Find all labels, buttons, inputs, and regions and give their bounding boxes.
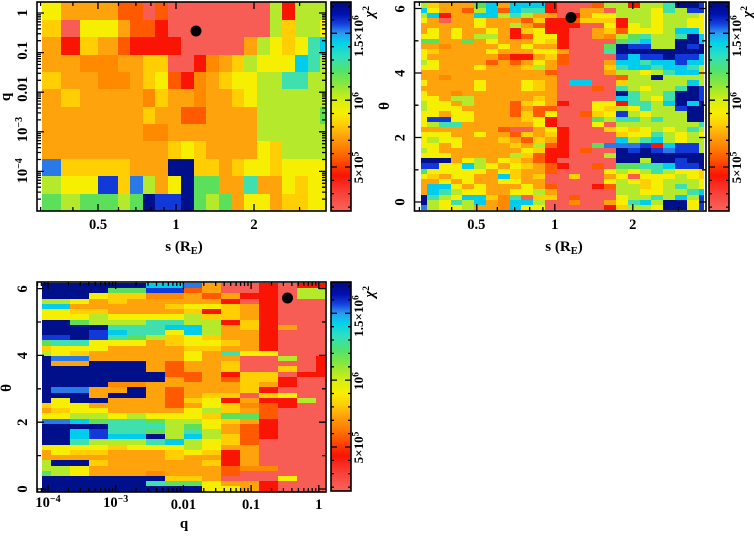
svg-text:4: 4 <box>393 70 409 77</box>
svg-text:s (RE): s (RE) <box>545 239 582 257</box>
svg-text:1: 1 <box>15 9 31 16</box>
svg-text:6: 6 <box>15 285 31 292</box>
svg-text:1: 1 <box>315 497 322 513</box>
svg-text:0.01: 0.01 <box>171 497 196 513</box>
svg-text:2: 2 <box>629 217 636 233</box>
svg-text:1: 1 <box>551 217 558 233</box>
svg-text:1: 1 <box>172 217 179 233</box>
svg-text:1.5×106: 1.5×106 <box>729 15 744 57</box>
svg-text:1.5×106: 1.5×106 <box>351 15 366 57</box>
svg-text:0.01: 0.01 <box>15 76 31 101</box>
svg-text:0.5: 0.5 <box>467 217 485 233</box>
svg-text:2: 2 <box>15 419 31 426</box>
svg-text:θ: θ <box>0 384 15 392</box>
svg-text:q: q <box>180 516 189 532</box>
svg-text:0.1: 0.1 <box>15 41 31 59</box>
svg-text:s (RE): s (RE) <box>165 239 202 257</box>
svg-text:6: 6 <box>393 5 409 12</box>
svg-text:2: 2 <box>393 134 409 141</box>
svg-text:5×105: 5×105 <box>729 151 744 183</box>
svg-text:5×105: 5×105 <box>351 151 366 183</box>
svg-text:χ2: χ2 <box>740 6 754 20</box>
svg-text:1.5×106: 1.5×106 <box>351 295 366 337</box>
svg-text:2: 2 <box>250 217 257 233</box>
svg-text:0: 0 <box>393 198 409 205</box>
svg-text:0: 0 <box>15 485 31 492</box>
svg-text:0.1: 0.1 <box>242 497 260 513</box>
svg-text:0.5: 0.5 <box>89 217 107 233</box>
svg-text:θ: θ <box>377 102 393 110</box>
svg-text:χ2: χ2 <box>362 286 378 300</box>
svg-text:χ2: χ2 <box>362 6 378 20</box>
svg-text:5×105: 5×105 <box>351 431 366 463</box>
svg-text:q: q <box>0 92 14 101</box>
svg-text:4: 4 <box>15 352 31 359</box>
